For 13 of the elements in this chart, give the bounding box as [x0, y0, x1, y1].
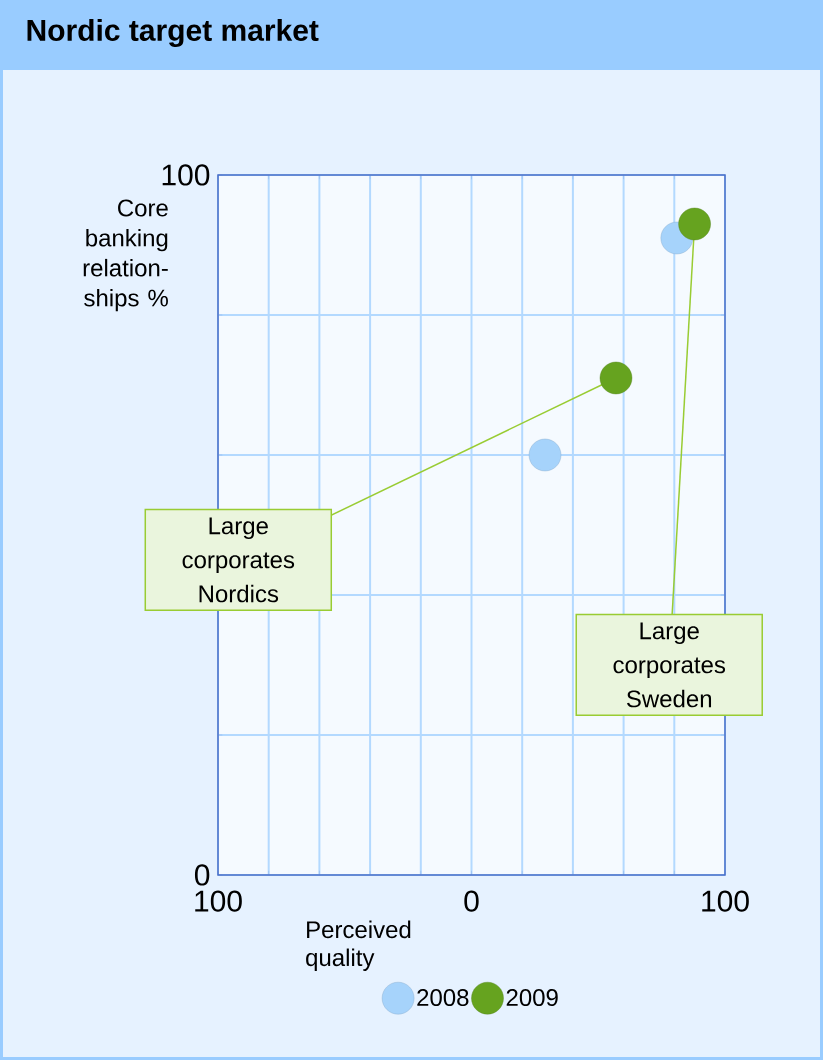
legend-label: 2008	[417, 989, 469, 1007]
point	[528, 438, 562, 472]
chart-title: Nordic target market	[27, 18, 319, 48]
annotation: Large corporates Nordics	[182, 517, 295, 603]
x-tick-label: 0	[464, 890, 479, 912]
x-axis-title: Perceived quality	[306, 920, 411, 971]
x-tick-label: 100	[195, 890, 242, 912]
legend-label: 2009	[506, 989, 558, 1007]
y-axis-title: Core banking relation- ships %	[83, 199, 168, 312]
annotation: Large corporates Sweden	[613, 622, 726, 708]
x-tick-label: 100	[702, 890, 749, 912]
point	[678, 207, 711, 241]
point	[599, 361, 633, 395]
